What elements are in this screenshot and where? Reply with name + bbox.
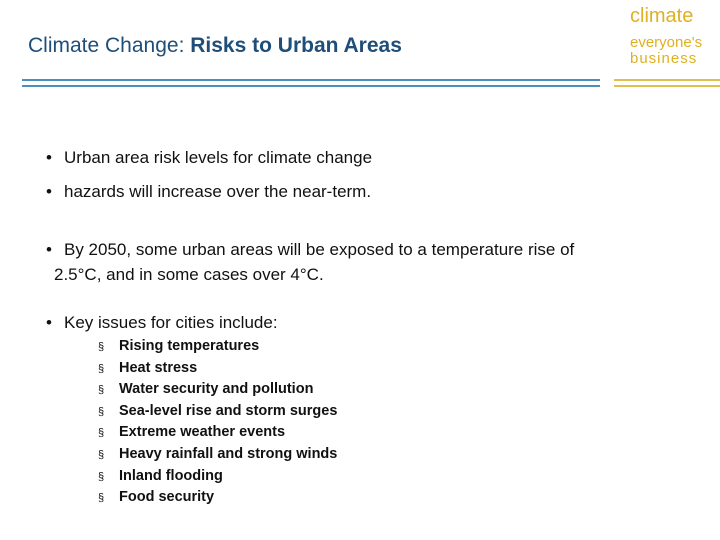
- issue-text: Heavy rainfall and strong winds: [119, 445, 338, 462]
- bullet-text: hazards will increase over the near-term…: [64, 182, 372, 201]
- issue-text: Heat stress: [119, 359, 198, 376]
- issue-text: Inland flooding: [119, 467, 223, 484]
- brand-rule-bottom: [614, 85, 720, 87]
- issue-text: Food security: [119, 489, 215, 506]
- square-bullet-icon: §: [98, 362, 105, 375]
- list-item: § Water security and pollution: [98, 379, 337, 401]
- slide-title-prefix: Climate Change:: [28, 34, 191, 57]
- issue-text: Water security and pollution: [119, 381, 314, 398]
- slide-title-bold: Risks to Urban Areas: [190, 34, 402, 57]
- square-bullet-icon: §: [98, 405, 105, 418]
- title-rule-bottom: [22, 85, 600, 87]
- list-item: § Sea-level rise and storm surges: [98, 401, 337, 423]
- issue-text: Sea-level rise and storm surges: [119, 402, 338, 419]
- bullet-dot-icon: •: [46, 313, 52, 332]
- title-rule-top: [22, 79, 600, 81]
- list-item: § Heat stress: [98, 358, 337, 380]
- issue-text: Rising temperatures: [119, 338, 260, 354]
- bullet-item: • By 2050, some urban areas will be expos…: [46, 238, 574, 261]
- bullet-text: By 2050, some urban areas will be expose…: [64, 240, 575, 259]
- list-item: § Food security: [98, 487, 337, 509]
- list-item: § Extreme weather events: [98, 422, 337, 444]
- list-item: § Rising temperatures: [98, 336, 337, 358]
- bullet-continuation: 2.5°C, and in some cases over 4°C.: [54, 265, 324, 284]
- issue-text: Extreme weather events: [119, 424, 286, 441]
- square-bullet-icon: §: [98, 470, 105, 483]
- brand-rule-top: [614, 79, 720, 81]
- brand-line-3: business: [630, 50, 698, 67]
- brand-logo: climate everyone's business: [630, 6, 702, 66]
- bullet-text: Urban area risk levels for climate chang…: [64, 148, 373, 167]
- square-bullet-icon: §: [98, 341, 105, 353]
- bullet-dot-icon: •: [46, 240, 52, 259]
- bullet-text: Key issues for cities include:: [64, 313, 278, 332]
- square-bullet-icon: §: [98, 384, 105, 397]
- square-bullet-icon: §: [98, 427, 105, 440]
- issues-list: § Rising temperatures § Heat stress § Water…: [98, 336, 337, 509]
- bullet-item: • Key issues for cities include:: [46, 311, 278, 334]
- brand-line-2: everyone's: [630, 34, 703, 51]
- square-bullet-icon: §: [98, 492, 105, 505]
- bullet-item: • hazards will increase over the near-ter…: [46, 180, 371, 203]
- square-bullet-icon: §: [98, 448, 105, 461]
- list-item: § Inland flooding: [98, 466, 337, 488]
- list-item: § Heavy rainfall and strong winds: [98, 444, 337, 466]
- bullet-item: • Urban area risk levels for climate chan…: [46, 146, 372, 169]
- slide-title: Climate Change: Risks to Urban Areas: [28, 34, 402, 58]
- bullet-dot-icon: •: [46, 182, 52, 201]
- brand-line-1: climate: [630, 5, 694, 27]
- bullet-dot-icon: •: [46, 148, 52, 167]
